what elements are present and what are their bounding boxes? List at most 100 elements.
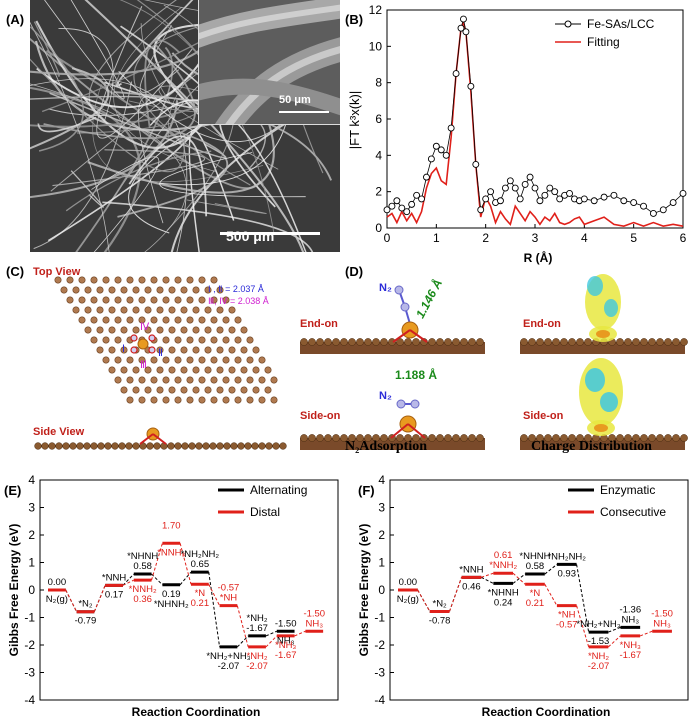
y-tick-label: 2 [375,185,382,199]
data-point [610,191,618,199]
x-tick-label: 3 [532,231,539,245]
step-annotation: 1.70 [162,520,181,531]
connector [449,577,463,612]
carbon-atom [126,296,134,304]
connector [65,589,78,612]
data-point [408,200,416,208]
carbon-atom [96,346,104,354]
carbon-atom [114,296,122,304]
step-annotation: NH₃ [305,618,323,629]
data-point [477,206,485,214]
data-point [442,151,450,159]
end-on-substrate [300,342,685,450]
y-tick-label: 12 [369,3,383,17]
connector [608,635,621,648]
step-annotation: *NHNH [127,551,158,562]
carbon-atom [648,338,656,346]
connector [639,630,653,637]
data-point [413,191,421,199]
data-point [467,82,475,90]
carbon-atom [192,326,200,334]
x-tick-label: 1 [433,231,440,245]
carbon-atom [54,276,62,284]
side-on-label-right: Side-on [523,410,564,422]
carbon-atom [168,286,176,294]
gibbs-chart-f: Gibbs Free Energy (eV) Reaction Coordina… [357,473,689,719]
carbon-atom [186,316,194,324]
data-point [427,155,435,163]
carbon-atom [664,338,672,346]
bond-length-1: Ⅰ , Ⅱ = 2.037 Å [208,284,264,294]
step-annotation: -2.07 [246,661,268,672]
carbon-atom [156,346,164,354]
adsorption-graphic [300,274,688,450]
carbon-atom [192,306,200,314]
carbon-atom [680,338,688,346]
carbon-atom [264,386,272,394]
fiber [102,201,314,252]
carbon-atom [204,306,212,314]
data-point [649,210,657,217]
step-annotation: -2.07 [588,661,610,672]
data-point [669,199,677,207]
carbon-atom [132,326,140,334]
carbon-atom [55,442,63,450]
carbon-atom [332,434,340,442]
carbon-atom [162,296,170,304]
data-point [487,188,495,196]
carbon-atom [186,336,194,344]
carbon-atom [258,442,266,450]
step-annotation: *NH₂NH₂ [547,551,586,562]
data-point [546,184,554,192]
carbon-atom [204,386,212,394]
chart-b-xlabel: R (Å) [524,250,553,265]
step-annotation: 0.21 [191,598,210,609]
carbon-atom [222,376,230,384]
site-label: Ⅳ [140,322,150,333]
carbon-atom [78,276,86,284]
carbon-atom [102,356,110,364]
y-tick-label: 1 [378,556,385,570]
carbon-atom [174,276,182,284]
carbon-atom [444,338,452,346]
step-annotation: *NH₂ [588,651,609,662]
step-annotation: *NNH₂ [489,560,517,571]
connector [179,571,192,586]
carbon-atom [144,326,152,334]
step-annotation: 0.19 [162,589,181,600]
data-point [460,15,467,23]
site-label: Ⅲ [140,360,147,371]
step-annotation: -1.67 [246,623,268,634]
fiber [117,128,229,218]
carbon-atom [90,276,98,284]
y-tick-label: 3 [28,501,35,515]
connector [208,583,221,606]
carbon-atom [616,434,624,442]
carbon-atom [584,338,592,346]
connector [512,573,526,584]
carbon-atom [544,434,552,442]
step-annotation: -1.53 [588,636,610,647]
carbon-atom [90,316,98,324]
carbon-atom [108,306,116,314]
connector [151,573,163,586]
connector [512,572,526,585]
carbon-atom [608,434,616,442]
carbon-atom [210,276,218,284]
carbon-atom [528,434,536,442]
carbon-atom [664,434,672,442]
step-annotation: NH₃ [277,635,295,646]
fiber [30,83,187,252]
carbon-atom [144,306,152,314]
fiber [30,100,179,199]
carbon-atom [192,366,200,374]
carbon-atom [300,338,308,346]
y-tick-label: 4 [28,473,35,487]
carbon-atom [252,386,260,394]
chart-e-xlabel: Reaction Coordination [132,705,261,719]
carbon-atom [270,396,278,404]
fiber [33,21,60,77]
carbon-atom [198,376,206,384]
carbon-atom [348,338,356,346]
carbon-atom [246,356,254,364]
